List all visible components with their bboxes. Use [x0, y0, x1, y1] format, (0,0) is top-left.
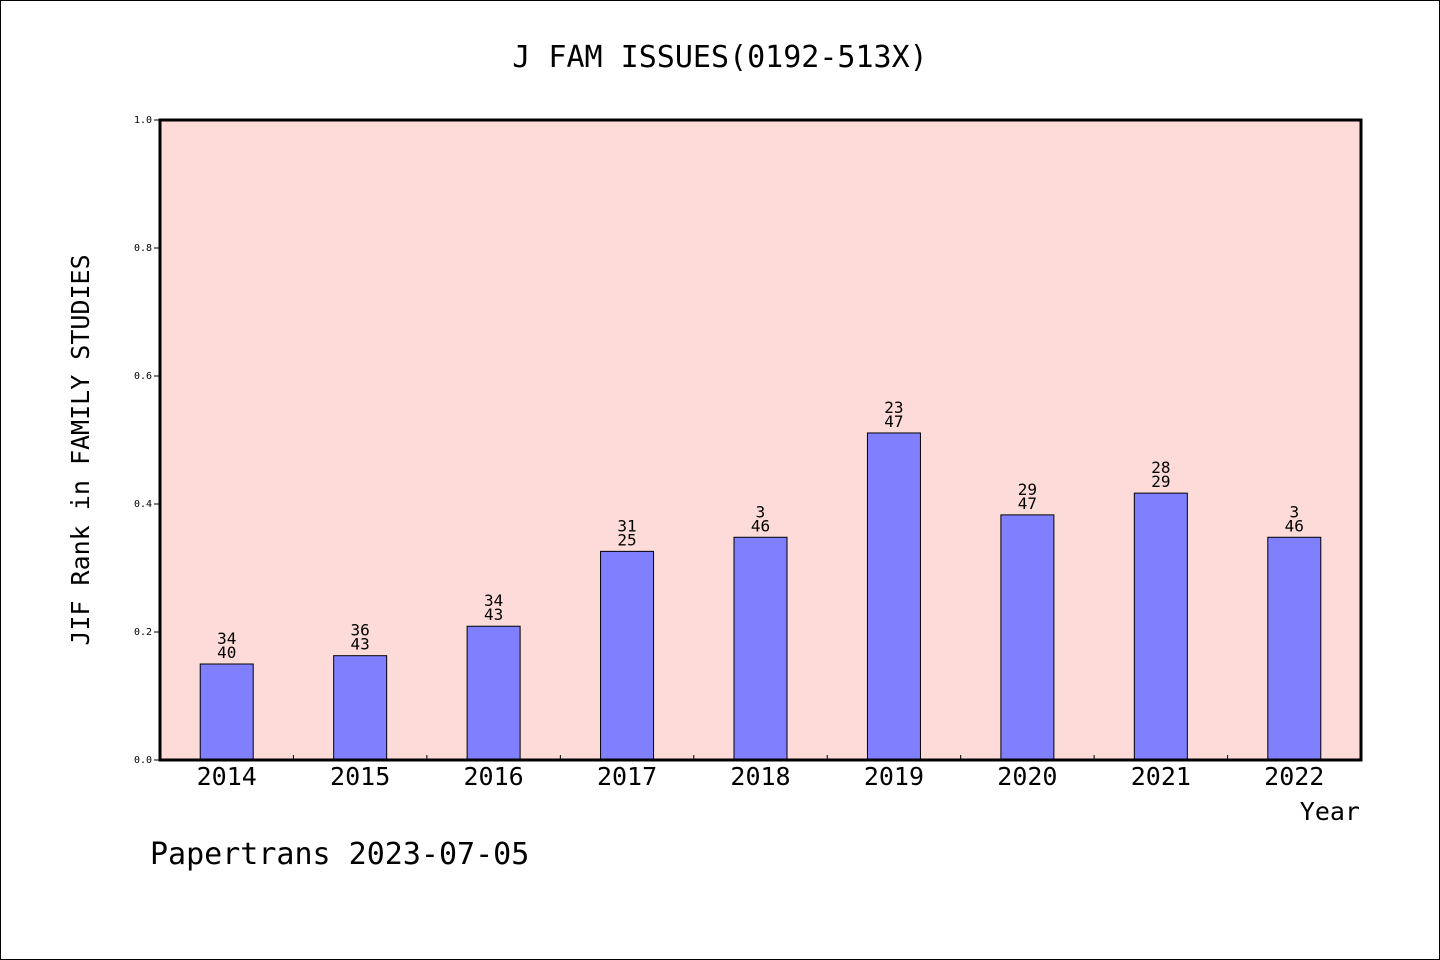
bar-label-top: 28	[1151, 458, 1170, 477]
x-tick-label: 2021	[1131, 762, 1191, 791]
y-tick-label: 0.0	[134, 755, 152, 766]
y-axis-label: JIF Rank in FAMILY STUDIES	[66, 254, 95, 645]
bar-label-bottom: 46	[1285, 516, 1304, 535]
x-tick-label: 2019	[864, 762, 924, 791]
y-axis: 0.0 0.2 0.4 0.6 0.8 1.0	[134, 115, 160, 766]
y-tick-label: 0.4	[134, 499, 152, 510]
plot-border	[158, 118, 1363, 762]
x-axis: 2014 2015 2016 2017 2018 2019 2020 2021 2022	[197, 755, 1324, 791]
bar-label-top: 3	[1289, 502, 1299, 521]
watermark-text: Papertrans 2023-07-05	[150, 837, 529, 872]
chart-title: J FAM ISSUES(0192-513X)	[512, 40, 927, 75]
x-tick-label: 2016	[464, 762, 524, 791]
bar-label-top: 31	[617, 516, 636, 535]
bar-label-top: 34	[217, 629, 236, 648]
bar-label-bottom: 25	[617, 530, 636, 549]
x-tick-label: 2022	[1264, 762, 1324, 791]
bar-label-bottom: 40	[217, 643, 236, 662]
y-tick-label: 1.0	[134, 115, 152, 126]
bar-label-bottom: 46	[751, 516, 770, 535]
bar-2015	[333, 655, 388, 761]
x-tick-label: 2018	[730, 762, 790, 791]
bar-label-top: 36	[351, 621, 370, 640]
y-tick-label: 0.2	[134, 627, 152, 638]
bar-label-top: 23	[884, 398, 903, 417]
bar-label-top: 3	[756, 502, 766, 521]
bar-2016	[466, 625, 521, 761]
bar-label-bottom: 43	[484, 605, 503, 624]
y-tick-label: 0.8	[134, 243, 152, 254]
bar-label-top: 29	[1018, 480, 1037, 499]
x-tick-label: 2015	[330, 762, 390, 791]
bar-2022	[1267, 536, 1322, 761]
bar-2019	[866, 432, 921, 761]
bar-label-bottom: 43	[351, 635, 370, 654]
bar-2014	[199, 663, 254, 761]
x-tick-label: 2014	[197, 762, 257, 791]
bar-label-top: 34	[484, 591, 503, 610]
bar-label-bottom: 47	[884, 412, 903, 431]
x-axis-label: Year	[1300, 797, 1360, 826]
bar-series	[199, 432, 1322, 761]
bar-label-bottom: 47	[1018, 494, 1037, 513]
x-tick-label: 2017	[597, 762, 657, 791]
bar-label-bottom: 29	[1151, 472, 1170, 491]
y-tick-label: 0.6	[134, 371, 152, 382]
bar-2021	[1133, 492, 1188, 761]
bar-2018	[733, 536, 788, 761]
bar-2017	[600, 550, 655, 761]
bar-2020	[1000, 514, 1055, 761]
x-tick-label: 2020	[997, 762, 1057, 791]
